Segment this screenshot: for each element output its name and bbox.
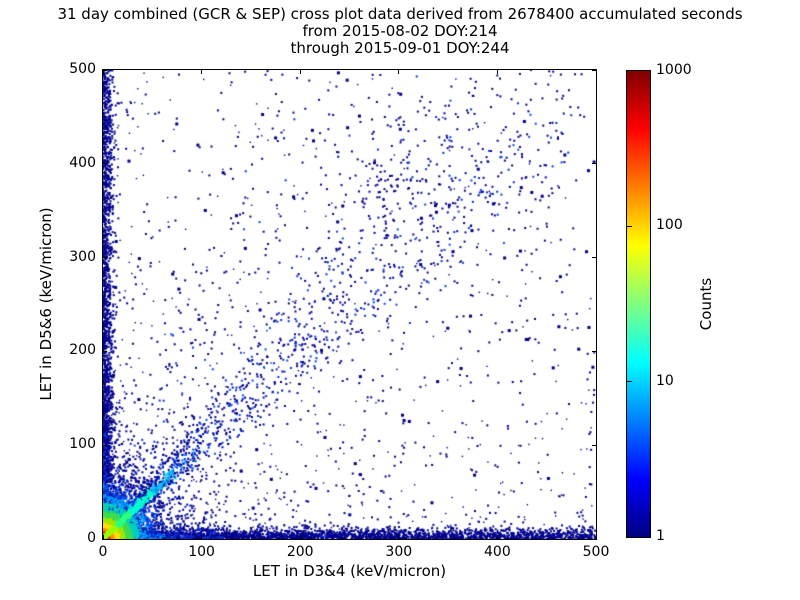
colorbar-tick-label-1000: 1000 [656, 62, 692, 78]
y-tick-label-300: 300 [69, 248, 96, 265]
y-tick-label-400: 400 [69, 154, 96, 171]
x-tickmark-200 [299, 70, 301, 74]
colorbar-tickmark [627, 381, 632, 383]
x-tickmark-500 [595, 70, 597, 74]
x-tick-label-500: 500 [582, 544, 610, 560]
x-tick-label-100: 100 [188, 544, 215, 560]
y-tick-label-0: 0 [87, 530, 96, 546]
x-axis-label: LET in D3&4 (keV/micron) [252, 562, 447, 580]
x-tickmark-0 [102, 70, 104, 74]
colorbar-tickmark [627, 225, 632, 227]
x-tickmark-100 [201, 70, 203, 74]
x-tickmark-100 [201, 535, 203, 539]
y-tickmark-0 [103, 538, 107, 540]
y-tickmark-200 [103, 350, 107, 352]
plot-area [102, 69, 597, 540]
colorbar-tick-label-10: 10 [656, 372, 674, 389]
x-tickmark-300 [398, 70, 400, 74]
y-tickmark-100 [592, 444, 596, 446]
chart-title: 31 day combined (GCR & SEP) cross plot d… [0, 6, 800, 57]
y-tickmark-100 [103, 444, 107, 446]
y-tickmark-200 [592, 350, 596, 352]
title-line-1: 31 day combined (GCR & SEP) cross plot d… [57, 5, 743, 23]
y-tickmark-400 [103, 163, 107, 165]
y-tickmark-0 [592, 538, 596, 540]
x-tickmark-300 [398, 535, 400, 539]
x-tick-label-200: 200 [286, 544, 314, 560]
y-tickmark-300 [103, 257, 107, 259]
x-tickmark-400 [496, 535, 498, 539]
x-tickmark-0 [102, 535, 104, 539]
y-tickmark-300 [592, 257, 596, 259]
title-line-2: from 2015-08-02 DOY:214 [302, 22, 498, 40]
title-line-3: through 2015-09-01 DOY:244 [290, 39, 510, 57]
y-tickmark-500 [103, 69, 107, 71]
y-axis-label: LET in D5&6 (keV/micron) [37, 207, 55, 401]
colorbar-tick-label-1: 1 [656, 528, 665, 544]
y-tick-label-500: 500 [69, 61, 96, 77]
x-tickmark-400 [496, 70, 498, 74]
colorbar-label: Counts [697, 277, 715, 331]
x-tick-label-400: 400 [484, 544, 511, 560]
y-tick-label-100: 100 [69, 436, 96, 453]
colorbar [626, 70, 651, 538]
colorbar-gradient [627, 71, 650, 537]
y-tick-label-200: 200 [69, 342, 96, 359]
x-tick-label-300: 300 [385, 544, 413, 560]
x-tickmark-200 [299, 535, 301, 539]
y-tickmark-500 [592, 69, 596, 71]
scatter-canvas [103, 70, 596, 539]
y-tickmark-400 [592, 163, 596, 165]
x-tickmark-500 [595, 535, 597, 539]
colorbar-tick-label-100: 100 [656, 217, 683, 234]
x-tick-label-0: 0 [98, 544, 108, 560]
